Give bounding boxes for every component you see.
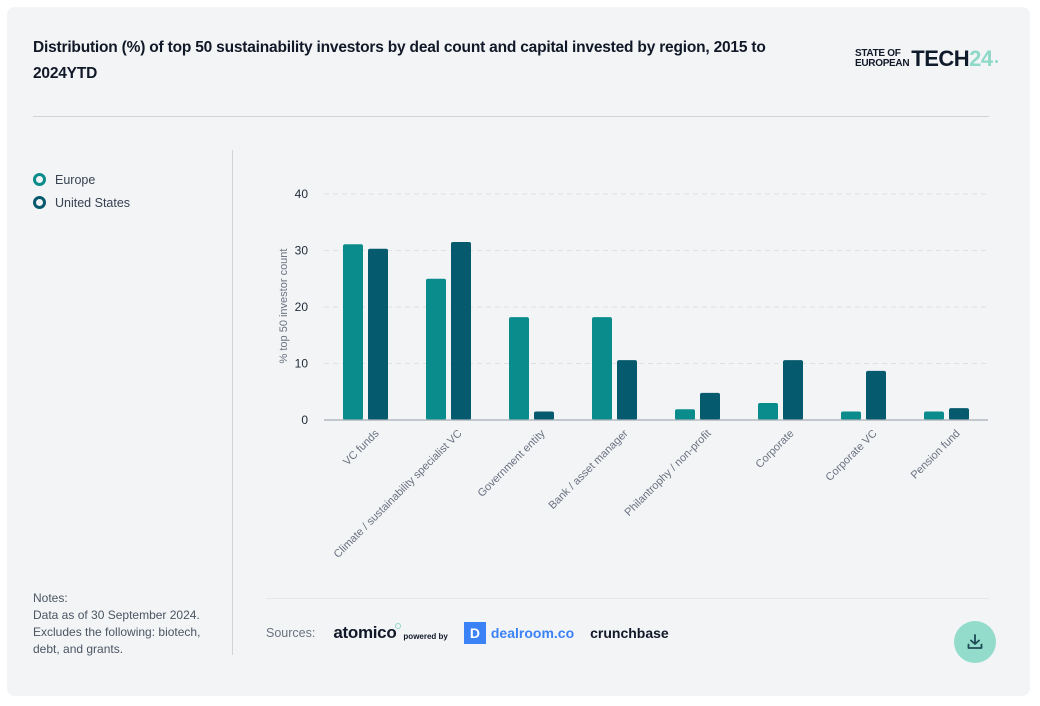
bar-europe[interactable] [758,403,778,420]
x-tick-label: Corporate VC [824,428,880,484]
download-icon [967,634,983,649]
bar-chart: 0 10 20 30 40 % top 50 investor count VC fun… [278,187,988,561]
x-tick-label: Government entity [476,427,548,499]
atomico-logo: atomico [333,623,402,643]
powered-by-text: powered by [403,631,448,641]
crunchbase-logo: crunchbase [590,625,669,641]
notes-line: Data as of 30 September 2024. [33,608,200,622]
x-tick-label: Climate / sustainability specialist VC [332,428,465,561]
x-tick-label: Philantrophy / non-profit [623,428,714,519]
dealroom-logo: D dealroom.co [463,622,575,644]
header-divider [33,116,989,117]
legend-label: United States [55,195,131,210]
bar-europe[interactable] [675,409,695,420]
sidebar-divider [232,150,233,655]
bar-europe[interactable] [924,411,944,420]
bar-europe[interactable] [509,317,529,420]
logo-year: 24 [969,46,993,71]
notes: Notes: Data as of 30 September 2024. Exc… [33,590,223,658]
x-tick-label: VC funds [341,427,382,468]
y-tick-label: 20 [295,300,309,314]
legend-marker-united-states [33,196,46,209]
y-tick-label: 30 [295,244,309,258]
legend-item-europe[interactable]: Europe [33,168,130,191]
notes-line: Excludes the following: biotech, debt, a… [33,625,201,656]
x-tick-label: Pension fund [909,428,963,482]
bar-united-states[interactable] [866,370,886,420]
logo-line1: STATE OF [855,48,901,59]
legend-item-united-states[interactable]: United States [33,191,130,214]
bar-europe[interactable] [426,278,446,420]
bar-united-states[interactable] [534,411,554,420]
chart-title: Distribution (%) of top 50 sustainabilit… [33,39,766,82]
notes-heading: Notes: [33,591,68,605]
x-tick-label: Corporate [754,428,797,471]
bar-europe[interactable] [343,244,363,420]
legend: Europe United States [33,168,130,214]
atomico-dot [395,623,402,629]
logo-line2: EUROPEAN [855,58,910,69]
dealroom-text: dealroom.co [490,625,575,641]
x-tick-label: Bank / asset manager [546,427,630,511]
legend-marker-europe [33,173,46,186]
y-tick-label: 40 [295,187,309,201]
y-tick-label: 10 [295,357,309,371]
bar-united-states[interactable] [368,248,388,420]
footer-divider [266,598,989,599]
y-tick-label: 0 [301,413,308,427]
bar-europe[interactable] [841,411,861,420]
y-axis-label: % top 50 investor count [278,249,290,364]
atomico-text: atomico [333,623,397,642]
bar-united-states[interactable] [451,242,471,420]
logo-word: TECH [911,46,970,71]
legend-label: Europe [55,172,96,187]
bar-united-states[interactable] [783,360,803,420]
dealroom-icon: D [463,622,486,644]
state-of-european-tech-logo: STATE OF EUROPEAN TECH 24 [855,46,998,72]
bar-united-states[interactable] [617,360,637,420]
bar-united-states[interactable] [700,392,720,420]
bar-europe[interactable] [592,317,612,420]
download-button[interactable] [954,621,996,663]
sources-label: Sources: [266,626,316,640]
logo-dot [994,59,998,63]
bar-united-states[interactable] [949,408,969,420]
sources: Sources: atomico powered by D dealroom.c… [266,622,669,644]
